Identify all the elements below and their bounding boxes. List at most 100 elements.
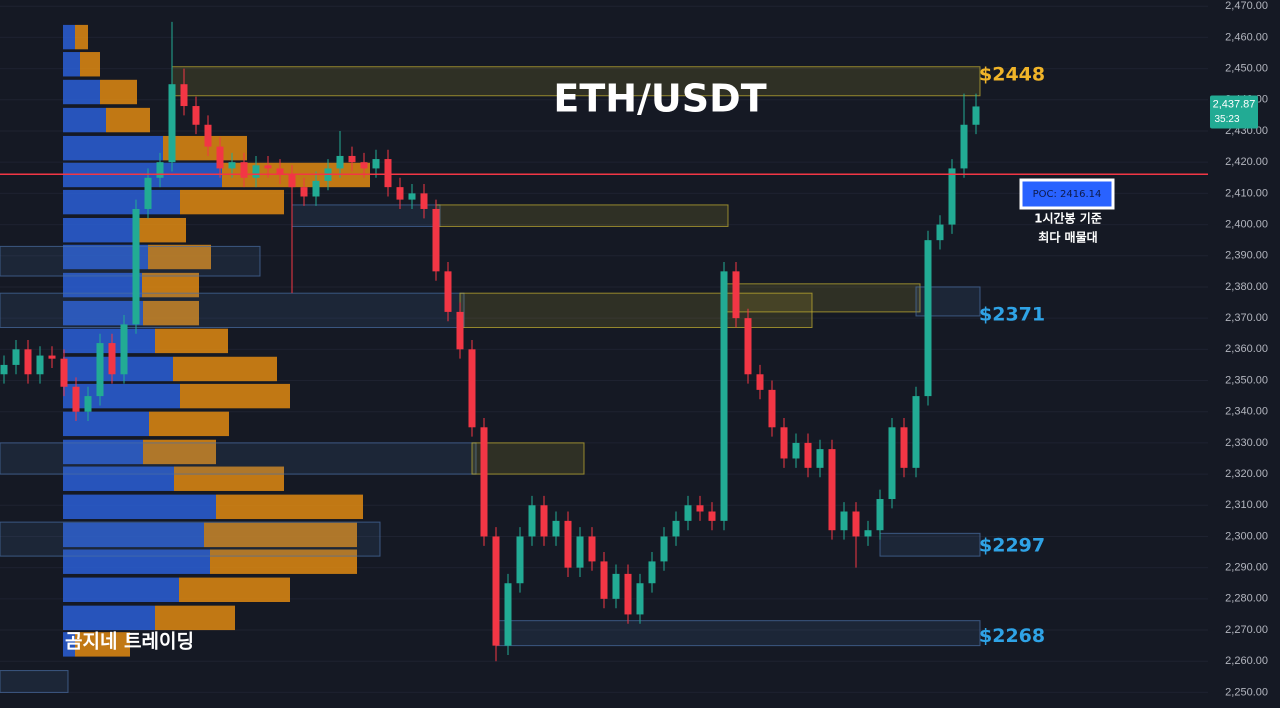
candle-body — [492, 536, 500, 646]
vp-buy-bar — [63, 189, 180, 215]
vp-buy-bar — [63, 632, 75, 657]
poc-box — [1019, 178, 1115, 210]
candle-body — [504, 583, 512, 646]
price-zone — [291, 204, 441, 227]
y-tick-label: 2,410.00 — [1225, 187, 1268, 199]
vp-buy-bar — [63, 135, 163, 161]
y-tick-label: 2,470.00 — [1225, 0, 1268, 12]
y-tick-label: 2,330.00 — [1225, 437, 1268, 449]
candle-body — [372, 159, 380, 169]
y-tick-label: 2,450.00 — [1225, 63, 1268, 75]
price-tag-countdown: 35:23 — [1214, 114, 1239, 125]
candle-body — [432, 208, 440, 272]
candle-body — [636, 583, 644, 615]
price-zone — [435, 204, 729, 227]
candle-body — [120, 324, 128, 375]
y-tick-label: 2,360.00 — [1225, 343, 1268, 355]
candle-body — [252, 165, 260, 178]
vp-sell-bar — [136, 217, 186, 243]
candle-body — [456, 311, 464, 350]
vp-buy-bar — [63, 439, 143, 465]
price-zone — [0, 292, 465, 328]
price-zone — [0, 245, 261, 277]
vp-buy-bar — [63, 217, 136, 243]
candle-body — [804, 442, 812, 468]
y-tick-label: 2,380.00 — [1225, 281, 1268, 293]
price-zone — [495, 620, 981, 647]
vp-sell-bar — [173, 356, 277, 382]
price-zone — [171, 66, 981, 97]
price-tag — [1210, 95, 1258, 129]
candle-body — [480, 427, 488, 537]
candle-body — [612, 573, 620, 599]
candle-body — [336, 155, 344, 169]
y-tick-label: 2,280.00 — [1225, 593, 1268, 605]
candle-body — [204, 124, 212, 147]
price-annotation: $2297 — [979, 534, 1045, 556]
candle-body — [792, 442, 800, 459]
candle-body — [72, 386, 80, 412]
y-tick-label: 2,320.00 — [1225, 468, 1268, 480]
vp-buy-bar — [63, 466, 174, 491]
volume-profile-layer — [63, 24, 370, 657]
candle-body — [132, 208, 140, 325]
candle-body — [696, 505, 704, 512]
candle-body — [936, 224, 944, 241]
y-tick-label: 2,250.00 — [1225, 686, 1268, 698]
y-tick-label: 2,260.00 — [1225, 655, 1268, 667]
candle-body — [684, 505, 692, 521]
y-tick-label: 2,270.00 — [1225, 624, 1268, 636]
candle-body — [864, 530, 872, 537]
candle-body — [948, 168, 956, 225]
candle-body — [396, 187, 404, 200]
y-tick-label: 2,340.00 — [1225, 406, 1268, 418]
vp-sell-bar — [204, 522, 357, 548]
candle-body — [624, 573, 632, 615]
candle-body — [420, 193, 428, 209]
candle-body — [0, 364, 8, 375]
candle-body — [888, 427, 896, 500]
y-tick-label: 2,460.00 — [1225, 31, 1268, 43]
vp-sell-bar — [179, 577, 290, 603]
price-zone — [0, 442, 477, 475]
candle-body — [768, 389, 776, 428]
poc-label: POC: 2416.14 — [1033, 189, 1102, 200]
candle-body — [972, 106, 980, 125]
candle-body — [36, 355, 44, 375]
candle-body — [516, 536, 524, 584]
candle-body — [216, 146, 224, 169]
candle-body — [648, 561, 656, 584]
price-annotation: $2448 — [979, 63, 1045, 85]
candle-body — [360, 162, 368, 169]
candle-body — [900, 427, 908, 468]
vp-buy-bar — [63, 52, 80, 77]
y-tick-label: 2,310.00 — [1225, 499, 1268, 511]
candle-body — [276, 168, 284, 175]
y-tick-label: 2,290.00 — [1225, 562, 1268, 574]
vp-buy-bar — [63, 494, 216, 520]
y-tick-label: 2,370.00 — [1225, 312, 1268, 324]
candle-body — [816, 449, 824, 468]
poc-note: 최다 매물대 — [1038, 230, 1097, 245]
candle-body — [672, 520, 680, 537]
candle-body — [588, 536, 596, 562]
candle-body — [564, 520, 572, 568]
candle-layer — [0, 21, 980, 662]
candle-body — [660, 536, 668, 562]
y-tick-label: 2,300.00 — [1225, 530, 1268, 542]
vp-sell-bar — [143, 300, 199, 326]
price-annotation: $2371 — [979, 304, 1045, 326]
candle-body — [780, 427, 788, 459]
y-tick-label: 2,420.00 — [1225, 156, 1268, 168]
candle-body — [240, 162, 248, 178]
price-tag-value: 2,437.87 — [1213, 98, 1256, 110]
candle-body — [108, 343, 116, 375]
vp-sell-bar — [75, 24, 88, 50]
vp-sell-bar — [75, 632, 130, 657]
price-annotation: $2268 — [979, 625, 1045, 647]
candle-body — [600, 561, 608, 599]
candle-body — [468, 349, 476, 428]
candle-body — [96, 343, 104, 397]
